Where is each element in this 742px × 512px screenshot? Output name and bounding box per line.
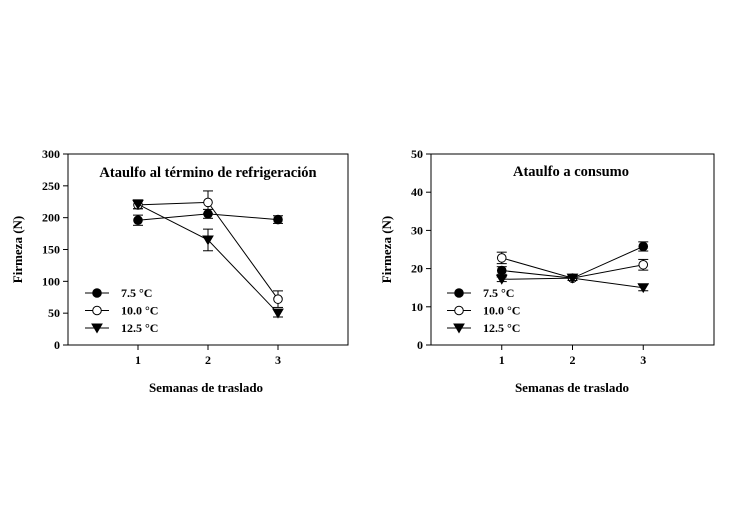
legend-label: 7.5 °C [483, 286, 514, 300]
series-line [137, 203, 279, 314]
x-axis-label: Semanas de traslado [515, 380, 629, 395]
legend-marker [454, 305, 464, 316]
chart-2: 0 10 20 30 40 50 1 2 3 Ataulfo a consumo Semanas d… [379, 147, 715, 395]
chart-title: Ataulfo al término de refrigeración [99, 165, 316, 181]
legend-label: 10.0 °C [483, 304, 520, 318]
legend-marker [453, 323, 465, 334]
legend-marker [92, 288, 102, 298]
y-tick-label: 0 [417, 338, 423, 352]
y-tick-label: 300 [42, 147, 60, 161]
y-tick-label: 20 [411, 262, 423, 276]
data-point [496, 265, 507, 276]
y-tick-label: 50 [411, 147, 423, 161]
data-point [638, 241, 649, 252]
y-tick-label: 150 [42, 243, 60, 257]
y-tick-label: 200 [42, 211, 60, 225]
legend-label: 12.5 °C [121, 321, 158, 335]
y-tick-label: 10 [411, 300, 423, 314]
legend: 7.5 °C 10.0 °C 12.5 °C [85, 286, 158, 335]
legend-marker [92, 305, 102, 316]
data-point [203, 197, 213, 208]
x-tick-label: 2 [205, 353, 211, 367]
chart-1: 0 50 100 150 200 250 300 1 2 3 Ataulfo al término … [10, 147, 349, 395]
data-point [133, 215, 143, 226]
plot-frame [430, 153, 715, 346]
y-axis-label: Firmeza (N) [10, 216, 25, 284]
x-tick-label: 3 [275, 353, 281, 367]
series-3 [132, 199, 284, 319]
data-point [566, 273, 579, 284]
series-3 [495, 273, 650, 294]
legend-label: 10.0 °C [121, 304, 158, 318]
y-tick-label: 40 [411, 185, 423, 199]
x-tick-label: 1 [499, 353, 505, 367]
y-tick-label: 250 [42, 179, 60, 193]
data-point [273, 214, 283, 225]
x-tick-label: 3 [640, 353, 646, 367]
data-point [496, 253, 507, 263]
y-axis-label: Firmeza (N) [379, 216, 394, 284]
legend-label: 12.5 °C [483, 321, 520, 335]
x-axis-label: Semanas de traslado [149, 380, 263, 395]
data-point [132, 199, 144, 210]
legend-label: 7.5 °C [121, 286, 152, 300]
y-tick-label: 0 [54, 338, 60, 352]
y-tick-label: 100 [42, 274, 60, 288]
chart-title: Ataulfo a consumo [513, 164, 629, 180]
x-tick-label: 1 [135, 353, 141, 367]
data-point [202, 235, 214, 246]
legend-marker [454, 288, 464, 298]
data-point [495, 274, 508, 285]
x-tick-label: 2 [570, 353, 576, 367]
y-tick-label: 50 [48, 306, 60, 320]
y-tick-label: 30 [411, 223, 423, 237]
data-point [637, 283, 650, 294]
data-point [638, 259, 649, 270]
data-point [272, 308, 284, 319]
data-point [273, 294, 283, 304]
legend-marker [91, 323, 103, 334]
legend: 7.5 °C 10.0 °C 12.5 °C [447, 286, 520, 335]
